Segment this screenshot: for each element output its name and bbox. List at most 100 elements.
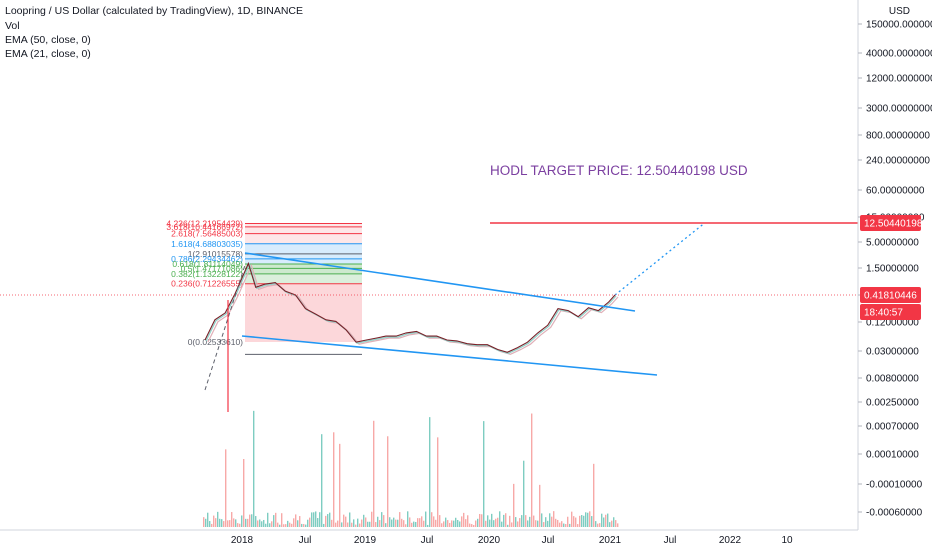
indicator-vol[interactable]: Vol [5, 20, 20, 32]
volume-bar [545, 517, 547, 527]
volume-bar [251, 514, 253, 527]
volume-bar [557, 519, 559, 527]
fib-label: 0.618(1.81114049) [172, 259, 243, 269]
volume-bar [595, 521, 597, 527]
volume-bar [571, 511, 573, 527]
price-tags: 12.50440198 0.41810446 18:40:57 [860, 215, 923, 320]
volume-bar [261, 521, 263, 527]
volume-bar [561, 521, 563, 527]
volume-bar [549, 513, 551, 527]
volume-bar [453, 520, 455, 527]
volume-bar [443, 521, 445, 527]
volume-bar [255, 516, 257, 527]
volume-bar [291, 523, 293, 527]
volume-bar [435, 519, 437, 527]
chart-title: Loopring / US Dollar (calculated by Trad… [5, 5, 304, 17]
price-tag-bg [860, 215, 921, 231]
trendlines[interactable] [241, 222, 858, 376]
volume-bar [363, 514, 365, 527]
volume-bar [607, 513, 609, 527]
volume-bar [293, 518, 295, 527]
volume-bar [365, 517, 367, 527]
x-tick-label: Jul [299, 535, 312, 546]
volume-bar [459, 521, 461, 527]
volume-bar [379, 520, 381, 527]
volume-bar [221, 519, 223, 527]
x-tick-label: Jul [664, 535, 677, 546]
x-tick-label: Jul [421, 535, 434, 546]
volume-bar [299, 516, 301, 527]
volume-bar [283, 524, 285, 527]
volume-bar [465, 519, 467, 527]
volume-bar [407, 511, 409, 527]
volume-bar [581, 515, 583, 527]
y-tick-label: 0.12000000 [866, 318, 919, 329]
volume-bar [537, 520, 539, 527]
volume-bar [527, 520, 529, 527]
volume-bar [593, 463, 595, 527]
volume-bar [215, 518, 217, 527]
x-axis[interactable]: 2018 Jul 2019 Jul 2020 Jul 2021 Jul 2022 10 [0, 529, 858, 546]
volume-bar [315, 511, 317, 527]
hodl-target-annotation[interactable]: HODL TARGET PRICE: 12.50440198 USD [490, 163, 748, 178]
lower-trendline [241, 335, 658, 376]
volume-bar [573, 516, 575, 527]
volume-bar [307, 519, 309, 527]
volume-bar [431, 512, 433, 527]
volume-bar [319, 512, 321, 527]
volume-bar [477, 518, 479, 527]
volume-bar [611, 520, 613, 527]
volume-bar [413, 521, 415, 527]
volume-bar [211, 523, 213, 527]
volume-bar [591, 516, 593, 527]
volume-bar [209, 521, 211, 527]
volume-bar [373, 420, 375, 527]
volume-bar [203, 517, 205, 527]
volume-bar [613, 517, 615, 527]
fib-label: 3.618(10.44166972) [166, 222, 243, 232]
volume-bar [583, 515, 585, 527]
volume-bar [237, 523, 239, 527]
volume-bar [391, 519, 393, 527]
volume-bar [227, 520, 229, 527]
volume-bar [417, 518, 419, 527]
y-tick-label: 0.00010000 [866, 450, 919, 461]
volume-bar [599, 523, 601, 527]
fibonacci-retracement[interactable]: 4.236(12.21954429)3.618(10.44166972)2.61… [166, 218, 362, 355]
volume-bar [439, 515, 441, 527]
y-tick-label: 150000.00000000 [866, 20, 932, 31]
volume-bar [311, 512, 313, 527]
volume-bar [285, 524, 287, 527]
volume-bar [579, 515, 581, 527]
volume-bar [515, 517, 517, 527]
volume-bar [563, 523, 565, 527]
volume-bar [333, 432, 335, 527]
volume-bar [325, 515, 327, 527]
volume-bar [601, 513, 603, 527]
volume-bar [485, 520, 487, 527]
y-axis[interactable]: USD 150000.00000000 40000.00000000 12000.00… [857, 0, 932, 550]
volume-bar [267, 512, 269, 527]
volume-bar [479, 513, 481, 527]
volume-bar [589, 511, 591, 527]
y-tick-label: 0.03000000 [866, 347, 919, 358]
volume-bar [513, 483, 515, 527]
volume-bar [457, 519, 459, 527]
volume-bar [353, 519, 355, 527]
volume-bar [287, 520, 289, 527]
volume-bar [429, 417, 431, 527]
volume-bar [281, 513, 283, 527]
volume-bar [349, 512, 351, 527]
x-tick-label: Jul [542, 535, 555, 546]
volume-bar [359, 523, 361, 527]
volume-bar [473, 524, 475, 527]
y-tick-label: 1.50000000 [866, 264, 919, 275]
volume-bar [229, 520, 231, 527]
fib-label: 4.236(12.21954429) [166, 218, 243, 228]
volume-bar [497, 517, 499, 527]
volume-bars [203, 410, 619, 527]
indicator-ema50[interactable]: EMA (50, close, 0) [5, 34, 91, 46]
indicator-ema21[interactable]: EMA (21, close, 0) [5, 48, 91, 60]
volume-bar [239, 523, 241, 527]
